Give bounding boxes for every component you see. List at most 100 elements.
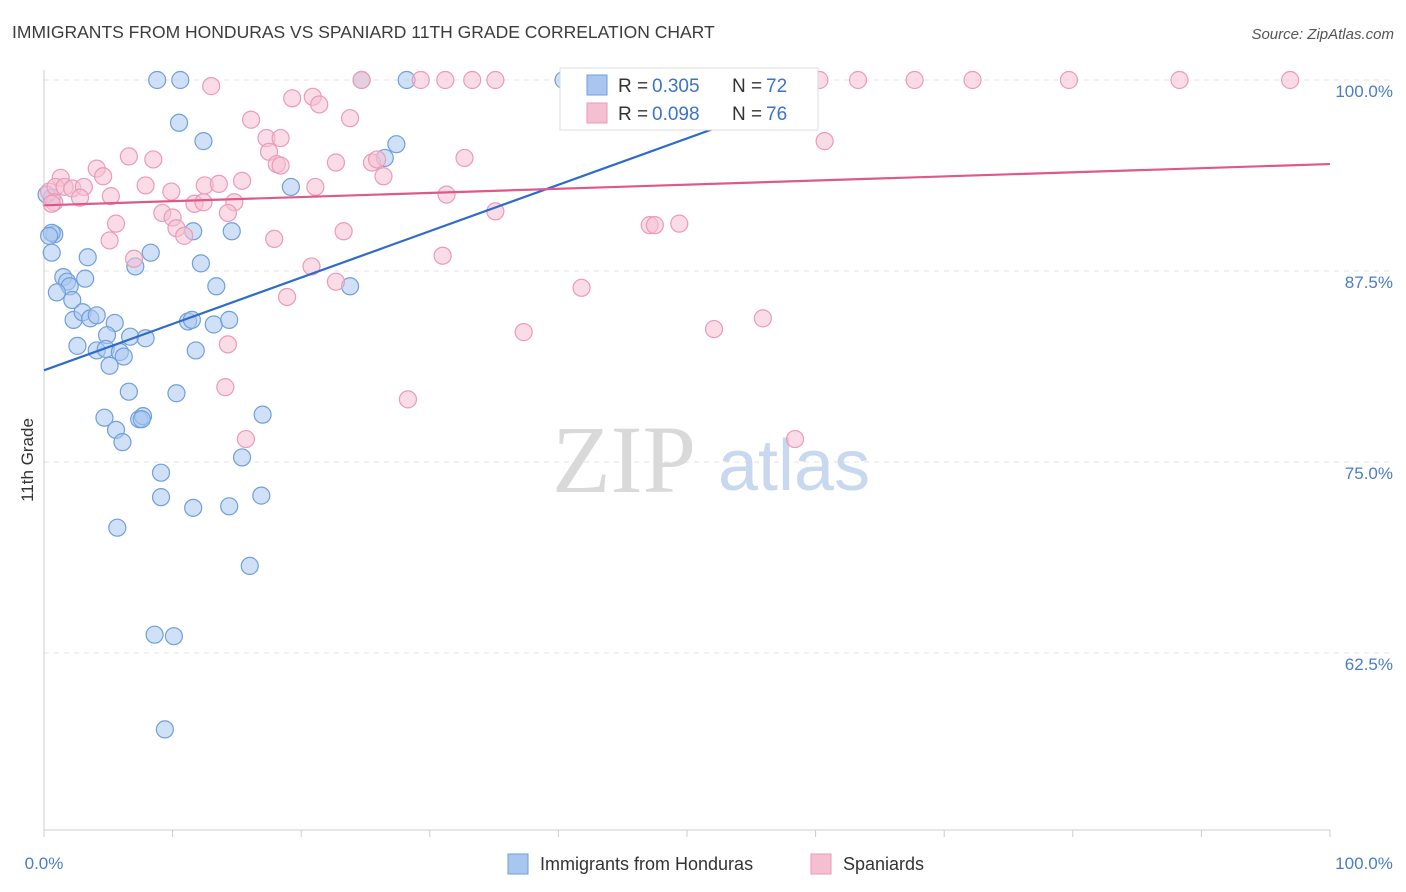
honduras-point-16 xyxy=(78,248,97,267)
legend-n-value-1: 72 xyxy=(766,76,787,97)
honduras-point-49 xyxy=(119,382,138,401)
y-tick-labels: 62.5% 75.0% 87.5% 100.0% xyxy=(1335,82,1393,674)
y-tick-label-3: 100.0% xyxy=(1335,82,1393,101)
honduras-point-61 xyxy=(252,486,271,505)
spaniards-point-19 xyxy=(241,110,261,129)
honduras-point-7 xyxy=(169,113,189,132)
spaniards-point-67 xyxy=(124,249,144,268)
spaniards-point-12 xyxy=(1170,70,1189,90)
honduras-point-28 xyxy=(207,277,226,296)
honduras-point-1 xyxy=(171,70,190,90)
spaniards-point-33 xyxy=(94,167,113,186)
chart-title: IMMIGRANTS FROM HONDURAS VS SPANIARD 11T… xyxy=(12,22,715,42)
spaniards-point-29 xyxy=(367,150,387,169)
y-tick-label-0: 62.5% xyxy=(1345,655,1393,674)
spaniards-point-74 xyxy=(514,323,533,342)
spaniards-point-23 xyxy=(119,147,138,166)
y-axis-label: 11th Grade xyxy=(18,418,37,502)
spaniards-point-76 xyxy=(753,309,772,328)
spaniards-point-35 xyxy=(162,182,181,201)
spaniards-point-0 xyxy=(352,70,371,90)
spaniards-point-66 xyxy=(265,229,284,249)
honduras-point-57 xyxy=(113,433,132,452)
honduras-point-27 xyxy=(63,290,82,310)
honduras-point-15 xyxy=(42,243,61,262)
watermark-zip: ZIP xyxy=(552,406,696,513)
spaniards-point-2 xyxy=(436,70,455,90)
honduras-point-38 xyxy=(220,310,239,329)
spaniards-point-49 xyxy=(70,188,90,207)
honduras-point-48 xyxy=(100,356,119,375)
honduras-trend-line xyxy=(43,109,765,372)
honduras-point-41 xyxy=(136,329,155,348)
spaniards-point-78 xyxy=(398,390,418,409)
spaniards-point-80 xyxy=(785,429,805,449)
honduras-point-50 xyxy=(167,384,186,403)
legend-r-value-2: 0.098 xyxy=(652,104,700,125)
honduras-point-24 xyxy=(76,269,95,288)
honduras-point-47 xyxy=(186,341,205,360)
legend-bottom-swatch-honduras xyxy=(507,853,529,875)
x-tick-label-min: 0.0% xyxy=(25,854,64,873)
honduras-point-71 xyxy=(40,226,59,245)
honduras-point-68 xyxy=(155,720,174,739)
spaniards-point-81 xyxy=(271,156,290,175)
spaniards-point-79 xyxy=(236,429,256,449)
spaniards-point-34 xyxy=(136,176,155,195)
honduras-point-54 xyxy=(132,410,151,429)
spaniards-point-75 xyxy=(704,319,724,339)
honduras-point-26 xyxy=(47,283,66,302)
honduras-point-9 xyxy=(387,135,406,154)
honduras-point-59 xyxy=(151,463,171,482)
spaniards-point-21 xyxy=(271,128,290,148)
honduras-point-46 xyxy=(114,347,133,366)
legend-n-label-2: N = xyxy=(732,104,762,125)
honduras-point-8 xyxy=(194,132,213,151)
spaniards-point-30 xyxy=(455,148,474,168)
y-tick-label-1: 75.0% xyxy=(1345,464,1393,483)
honduras-point-42 xyxy=(68,336,87,355)
honduras-point-0 xyxy=(148,70,167,90)
spaniards-point-64 xyxy=(670,214,689,233)
honduras-point-66 xyxy=(145,625,164,644)
spaniards-point-38 xyxy=(232,171,252,190)
spaniards-point-27 xyxy=(326,153,346,172)
legend-n-value-2: 76 xyxy=(766,104,787,125)
spaniards-point-17 xyxy=(310,95,329,114)
spaniards-point-15 xyxy=(283,89,302,108)
spaniards-point-63 xyxy=(645,216,664,235)
spaniards-point-73 xyxy=(218,335,237,354)
legend-top: R = 0.305 N = 72 R = 0.098 N = 76 xyxy=(559,67,819,131)
spaniards-point-61 xyxy=(334,222,353,241)
spaniards-point-9 xyxy=(905,70,924,90)
spaniards-point-56 xyxy=(218,203,237,223)
honduras-point-20 xyxy=(222,222,241,241)
spaniards-point-60 xyxy=(175,226,194,245)
spaniards-point-68 xyxy=(433,246,452,265)
spaniards-point-11 xyxy=(1059,70,1079,90)
spaniards-point-48 xyxy=(101,187,120,206)
honduras-point-64 xyxy=(108,518,127,537)
spaniards-point-4 xyxy=(486,70,505,90)
spaniards-point-24 xyxy=(144,150,163,169)
honduras-point-21 xyxy=(191,254,210,273)
honduras-point-33 xyxy=(87,306,106,325)
honduras-point-51 xyxy=(95,408,114,427)
spaniards-point-37 xyxy=(209,174,228,194)
honduras-point-17 xyxy=(141,243,160,262)
trend-lines xyxy=(43,109,1331,372)
chart-source: Source: ZipAtlas.com xyxy=(1251,26,1394,43)
legend-r-label-1: R = xyxy=(618,76,648,97)
legend-bottom-label-honduras: Immigrants from Honduras xyxy=(540,854,753,874)
spaniards-point-53 xyxy=(437,185,456,204)
x-tick-label-max: 100.0% xyxy=(1335,854,1393,873)
honduras-point-55 xyxy=(253,405,272,424)
spaniards-point-65 xyxy=(100,231,119,250)
spaniards-point-72 xyxy=(572,278,591,297)
honduras-point-58 xyxy=(232,448,252,467)
honduras-point-63 xyxy=(220,497,239,516)
spaniards-point-3 xyxy=(463,70,482,90)
spaniards-point-14 xyxy=(202,77,221,96)
legend-r-label-2: R = xyxy=(618,104,648,125)
